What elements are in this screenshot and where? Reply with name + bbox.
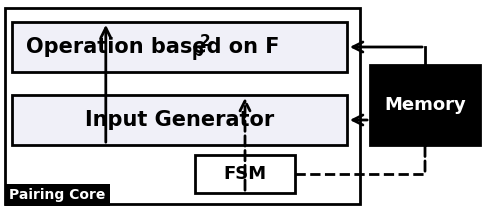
Text: 2: 2: [200, 35, 211, 49]
Text: Input Generator: Input Generator: [85, 110, 274, 130]
Bar: [370, 65, 480, 145]
Text: Operation based on F: Operation based on F: [26, 37, 280, 57]
Text: Pairing Core: Pairing Core: [9, 188, 106, 202]
Text: Memory: Memory: [384, 96, 466, 114]
Text: p: p: [192, 42, 204, 60]
Bar: [5, 8, 360, 204]
Bar: [12, 22, 347, 72]
Bar: [195, 155, 295, 193]
Text: FSM: FSM: [224, 165, 266, 183]
Bar: [12, 95, 347, 145]
